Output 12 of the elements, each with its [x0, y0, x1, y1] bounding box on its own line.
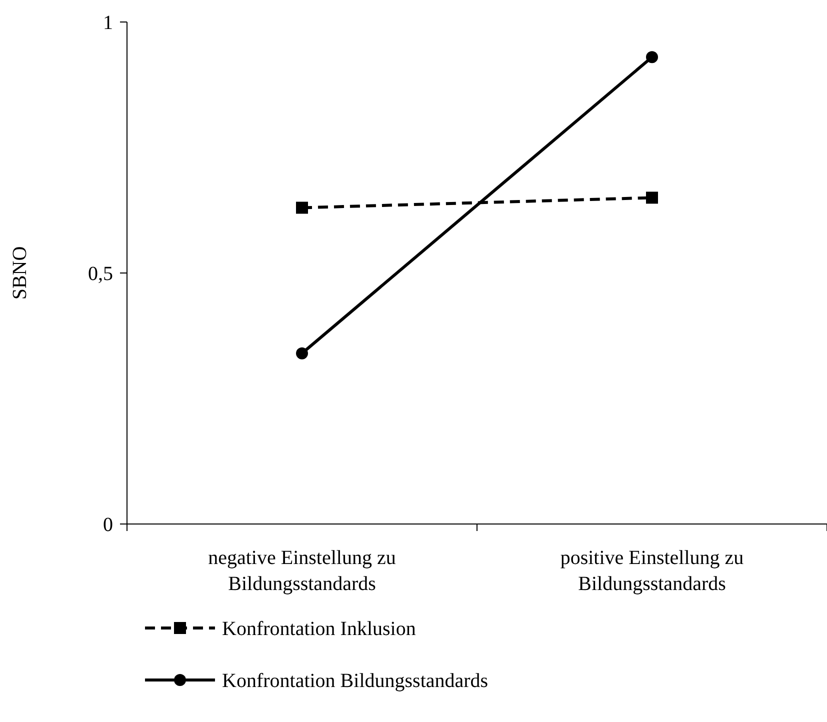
- x-tick-label: negative Einstellung zu Bildungsstandards: [208, 547, 396, 595]
- point: [296, 347, 308, 360]
- y-tick-label: 1: [103, 12, 113, 34]
- point: [296, 202, 308, 214]
- y-tick-label: 0,5: [88, 263, 113, 285]
- point: [646, 192, 658, 204]
- point: [646, 51, 658, 64]
- y-tick-label: 0: [103, 514, 113, 536]
- legend-label: Konfrontation Inklusion: [222, 618, 416, 640]
- legend-label: Konfrontation Bildungsstandards: [222, 670, 488, 692]
- y-axis-title: SBNO: [9, 246, 31, 300]
- x-tick-label: positive Einstellung zu Bildungsstandards: [560, 547, 744, 595]
